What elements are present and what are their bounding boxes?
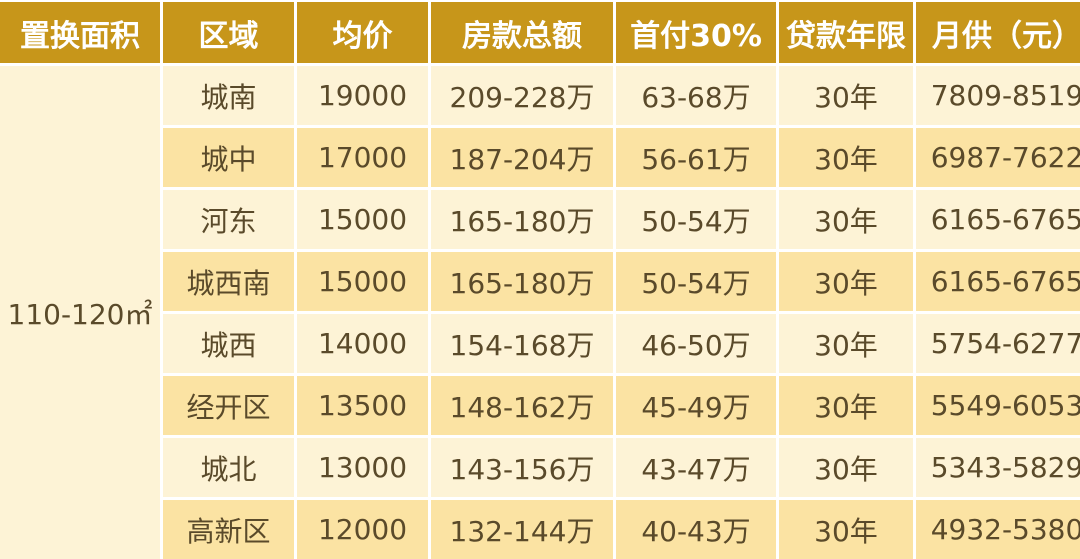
- total-cell: 165-180万: [431, 252, 613, 311]
- avg-price-cell: 15000: [297, 190, 428, 249]
- monthly-cell: 6165-6765: [916, 190, 1080, 249]
- down-payment-cell: 40-43万: [616, 500, 776, 559]
- total-cell: 187-204万: [431, 128, 613, 187]
- monthly-cell: 6987-7622: [916, 128, 1080, 187]
- loan-term-cell: 30年: [779, 438, 913, 497]
- down-payment-cell: 63-68万: [616, 66, 776, 125]
- total-cell: 143-156万: [431, 438, 613, 497]
- monthly-cell: 4932-5380: [916, 500, 1080, 559]
- avg-price-cell: 13500: [297, 376, 428, 435]
- district-cell: 经开区: [163, 376, 294, 435]
- monthly-cell: 7809-8519: [916, 66, 1080, 125]
- down-payment-cell: 50-54万: [616, 252, 776, 311]
- district-cell: 高新区: [163, 500, 294, 559]
- total-cell: 132-144万: [431, 500, 613, 559]
- down-payment-cell: 56-61万: [616, 128, 776, 187]
- monthly-cell: 5343-5829: [916, 438, 1080, 497]
- total-cell: 148-162万: [431, 376, 613, 435]
- district-cell: 河东: [163, 190, 294, 249]
- loan-term-cell: 30年: [779, 190, 913, 249]
- avg-price-cell: 19000: [297, 66, 428, 125]
- district-cell: 城西: [163, 314, 294, 373]
- total-cell: 209-228万: [431, 66, 613, 125]
- loan-term-cell: 30年: [779, 252, 913, 311]
- avg-price-cell: 17000: [297, 128, 428, 187]
- area-cell: 110-120㎡: [0, 66, 160, 559]
- loan-term-cell: 30年: [779, 376, 913, 435]
- loan-term-cell: 30年: [779, 500, 913, 559]
- header-avg-price: 均价: [297, 2, 428, 63]
- loan-term-cell: 30年: [779, 66, 913, 125]
- header-total: 房款总额: [431, 2, 613, 63]
- header-monthly: 月供（元）: [916, 2, 1080, 63]
- header-loan-term: 贷款年限: [779, 2, 913, 63]
- district-cell: 城西南: [163, 252, 294, 311]
- down-payment-cell: 50-54万: [616, 190, 776, 249]
- monthly-cell: 6165-6765: [916, 252, 1080, 311]
- monthly-cell: 5754-6277: [916, 314, 1080, 373]
- down-payment-cell: 46-50万: [616, 314, 776, 373]
- down-payment-cell: 43-47万: [616, 438, 776, 497]
- avg-price-cell: 15000: [297, 252, 428, 311]
- district-cell: 城中: [163, 128, 294, 187]
- total-cell: 154-168万: [431, 314, 613, 373]
- header-area: 置换面积: [0, 2, 160, 63]
- avg-price-cell: 14000: [297, 314, 428, 373]
- loan-term-cell: 30年: [779, 314, 913, 373]
- total-cell: 165-180万: [431, 190, 613, 249]
- district-cell: 城北: [163, 438, 294, 497]
- loan-term-cell: 30年: [779, 128, 913, 187]
- header-district: 区域: [163, 2, 294, 63]
- down-payment-cell: 45-49万: [616, 376, 776, 435]
- district-cell: 城南: [163, 66, 294, 125]
- monthly-cell: 5549-6053: [916, 376, 1080, 435]
- avg-price-cell: 12000: [297, 500, 428, 559]
- avg-price-cell: 13000: [297, 438, 428, 497]
- header-down-payment: 首付30%: [616, 2, 776, 63]
